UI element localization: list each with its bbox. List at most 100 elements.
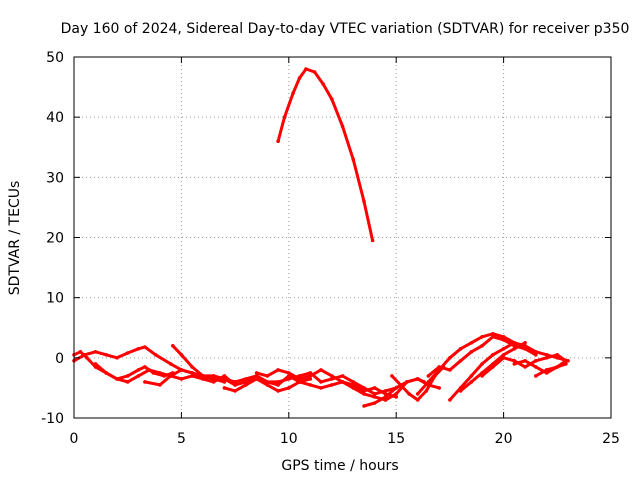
data-point: [534, 359, 538, 363]
data-point: [168, 374, 173, 378]
data-point: [179, 377, 184, 381]
x-tick-label: 15: [387, 431, 405, 447]
series-line-arc-18: [534, 359, 568, 378]
data-point: [448, 356, 452, 360]
data-point: [469, 350, 474, 354]
data-point: [372, 392, 377, 396]
data-point: [153, 353, 158, 357]
data-point: [351, 380, 356, 384]
data-point: [501, 347, 506, 351]
data-point: [523, 365, 527, 369]
data-point: [555, 365, 560, 369]
data-point: [437, 386, 442, 390]
data-point: [544, 368, 549, 372]
data-point: [222, 374, 227, 378]
data-point: [398, 383, 403, 387]
data-point: [222, 377, 227, 381]
data-point: [351, 157, 356, 162]
data-point: [282, 115, 287, 119]
data-point: [287, 371, 291, 375]
data-point: [448, 368, 452, 372]
x-tick-label: 25: [602, 431, 620, 447]
data-point: [491, 332, 495, 336]
data-point: [190, 365, 194, 369]
x-tick-label: 10: [280, 431, 298, 447]
series-line-arc-14: [448, 341, 570, 402]
data-point: [426, 380, 431, 384]
data-point: [544, 353, 549, 357]
data-point: [190, 371, 194, 375]
data-point: [312, 70, 317, 74]
data-point: [136, 347, 141, 351]
data-point: [233, 383, 237, 387]
data-point: [93, 362, 98, 366]
data-point: [276, 368, 280, 372]
data-point: [415, 398, 420, 402]
data-point: [143, 365, 147, 369]
data-point: [407, 392, 411, 396]
data-point: [136, 368, 141, 372]
data-point: [82, 353, 87, 357]
axis-ticks: 0 5 10 15 20 25 -10 0 10 20 30 40 50: [41, 50, 620, 447]
data-point: [115, 356, 119, 360]
y-tick-label: 10: [46, 291, 64, 307]
data-point: [330, 97, 334, 101]
data-point: [372, 395, 377, 399]
data-point: [362, 199, 366, 204]
data-point: [458, 347, 463, 351]
data-point: [394, 386, 399, 390]
x-tick-label: 0: [70, 431, 79, 447]
series-line-arc-8: [276, 67, 375, 242]
data-point: [534, 374, 538, 378]
data-point: [147, 368, 151, 372]
data-point: [534, 350, 538, 354]
data-point: [297, 380, 302, 384]
data-point: [523, 341, 527, 345]
data-point: [276, 380, 280, 384]
data-point: [426, 374, 431, 378]
data-point: [555, 353, 560, 357]
data-point: [480, 374, 484, 378]
y-tick-label: 30: [46, 170, 64, 186]
data-point: [319, 368, 323, 372]
data-point: [512, 362, 517, 366]
data-point: [394, 392, 399, 396]
data-point: [143, 380, 147, 384]
data-point: [179, 353, 184, 357]
data-point: [512, 347, 517, 351]
data-point: [372, 386, 377, 390]
data-point: [534, 365, 538, 369]
x-tick-label: 20: [495, 431, 513, 447]
data-point: [276, 389, 280, 393]
data-point: [437, 368, 442, 372]
data-point: [501, 356, 506, 360]
data-point: [480, 362, 484, 366]
data-point: [276, 383, 280, 387]
data-point: [125, 351, 130, 355]
data-point: [491, 335, 495, 339]
data-point: [233, 389, 237, 393]
data-point: [534, 353, 538, 357]
data-point: [287, 377, 291, 381]
y-tick-label: 40: [46, 110, 64, 126]
data-point: [469, 380, 474, 384]
data-point: [390, 374, 394, 378]
data-point: [244, 383, 248, 387]
data-point: [254, 374, 259, 378]
data-point: [372, 401, 377, 405]
data-point: [179, 368, 184, 372]
data-point: [104, 353, 108, 357]
data-point: [78, 350, 83, 354]
data-point: [85, 356, 89, 360]
data-point: [469, 341, 474, 345]
data-point: [564, 359, 568, 363]
data-point: [480, 335, 484, 339]
data-point: [136, 374, 141, 378]
data-point: [415, 392, 420, 396]
data-point: [448, 398, 452, 402]
data-point: [171, 344, 175, 348]
data-point: [351, 383, 356, 387]
data-point: [297, 76, 302, 80]
series-layer: [72, 67, 570, 408]
